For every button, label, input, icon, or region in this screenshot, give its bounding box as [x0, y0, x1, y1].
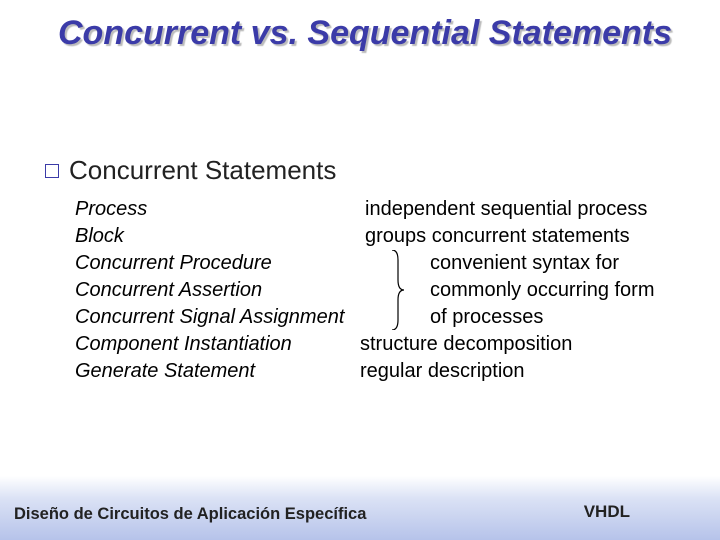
desc: of processes: [430, 304, 543, 331]
list-item: Concurrent Procedure convenient syntax f…: [75, 250, 695, 277]
section-row: Concurrent Statements: [45, 155, 336, 186]
desc: regular description: [360, 358, 525, 385]
term: Process: [75, 196, 365, 223]
slide: Concurrent vs. Sequential Statements Con…: [0, 0, 720, 540]
term: Block: [75, 223, 365, 250]
term: Concurrent Signal Assignment: [75, 304, 430, 331]
list-item: Concurrent Assertion commonly occurring …: [75, 277, 695, 304]
term: Generate Statement: [75, 358, 360, 385]
list-item: Component Instantiation structure decomp…: [75, 331, 695, 358]
desc: structure decomposition: [360, 331, 572, 358]
list-item: Process independent sequential process: [75, 196, 695, 223]
section-heading: Concurrent Statements: [69, 155, 336, 186]
term: Concurrent Assertion: [75, 277, 430, 304]
desc: groups concurrent statements: [365, 223, 630, 250]
square-bullet-icon: [45, 164, 59, 178]
footer-left: Diseño de Circuitos de Aplicación Especí…: [14, 505, 366, 524]
footer-right: VHDL: [584, 502, 630, 522]
list-item: Block groups concurrent statements: [75, 223, 695, 250]
list-item: Generate Statement regular description: [75, 358, 695, 385]
term: Component Instantiation: [75, 331, 360, 358]
term: Concurrent Procedure: [75, 250, 430, 277]
list-item: Concurrent Signal Assignment of processe…: [75, 304, 695, 331]
desc: convenient syntax for: [430, 250, 619, 277]
desc: commonly occurring form: [430, 277, 655, 304]
desc: independent sequential process: [365, 196, 647, 223]
content-block: Process independent sequential process B…: [75, 196, 695, 385]
slide-title: Concurrent vs. Sequential Statements: [58, 14, 678, 53]
